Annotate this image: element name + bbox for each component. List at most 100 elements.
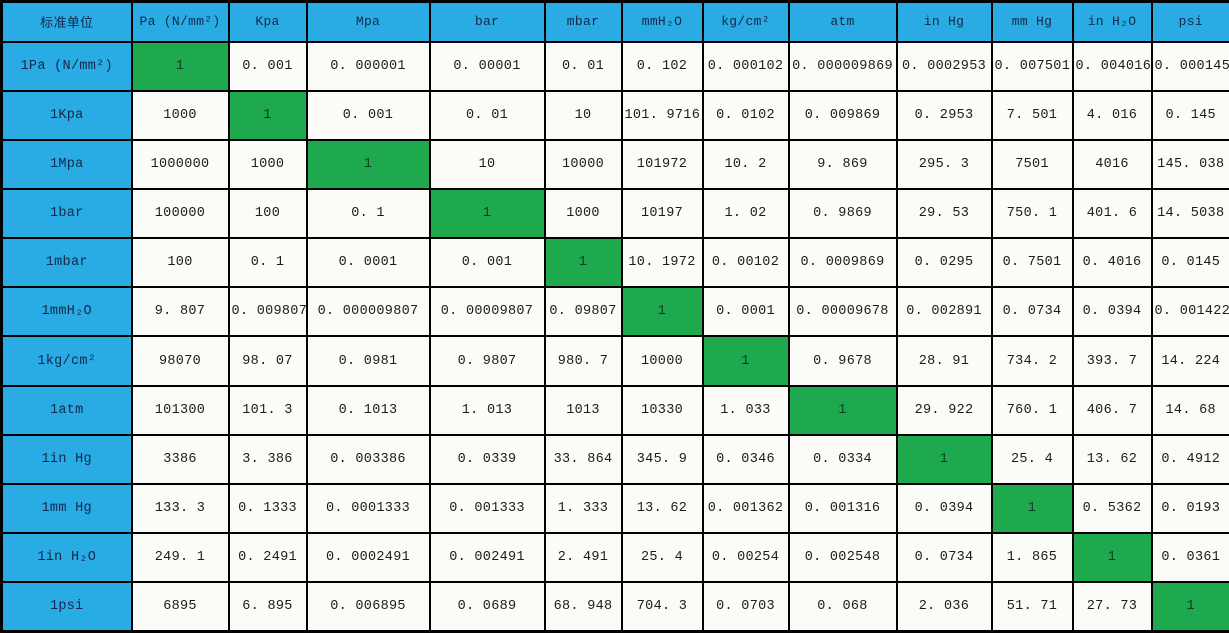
value-cell: 0. 4016 (1071, 237, 1153, 289)
value-cell: 0. 9678 (787, 335, 898, 387)
value-cell: 0. 0002491 (305, 532, 431, 584)
table-row: 1in H₂O 249. 1 0. 2491 0. 0002491 0. 002491 2… (0, 532, 1229, 584)
value-cell: 1000000 (130, 138, 230, 190)
value-cell: 0. 001422 (1150, 286, 1229, 338)
value-cell: 750. 1 (990, 187, 1074, 240)
value-cell: 760. 1 (990, 384, 1074, 436)
value-cell: 0. 01 (543, 40, 623, 92)
value-cell: 98. 07 (227, 335, 308, 387)
value-cell: 0. 9807 (428, 335, 546, 387)
value-cell: 0. 0001333 (305, 482, 431, 535)
column-header-cell: bar (428, 0, 546, 43)
value-cell: 6895 (130, 581, 230, 633)
value-cell: 0. 0339 (428, 433, 546, 485)
value-cell: 0. 7501 (990, 237, 1074, 289)
value-cell: 0. 007501 (990, 40, 1074, 92)
value-cell: 68. 948 (543, 581, 623, 633)
value-cell: 98070 (130, 335, 230, 387)
diagonal-value-cell: 1 (305, 138, 431, 190)
value-cell: 13. 62 (620, 482, 704, 535)
value-cell: 0. 0002953 (895, 40, 993, 92)
value-cell: 980. 7 (543, 335, 623, 387)
value-cell: 734. 2 (990, 335, 1074, 387)
diagonal-value-cell: 1 (787, 384, 898, 436)
value-cell: 406. 7 (1071, 384, 1153, 436)
value-cell: 0. 009869 (787, 89, 898, 141)
value-cell: 0. 000145 (1150, 40, 1229, 92)
value-cell: 0. 00001 (428, 40, 546, 92)
value-cell: 0. 004016 (1071, 40, 1153, 92)
column-header-cell: psi (1150, 0, 1229, 43)
column-header-cell: in Hg (895, 0, 993, 43)
value-cell: 0. 000009807 (305, 286, 431, 338)
value-cell: 0. 0009869 (787, 237, 898, 289)
value-cell: 1000 (227, 138, 308, 190)
value-cell: 0. 001 (227, 40, 308, 92)
value-cell: 14. 5038 (1150, 187, 1229, 240)
value-cell: 10197 (620, 187, 704, 240)
value-cell: 6. 895 (227, 581, 308, 633)
value-cell: 0. 000009869 (787, 40, 898, 92)
value-cell: 9. 807 (130, 286, 230, 338)
value-cell: 4. 016 (1071, 89, 1153, 141)
value-cell: 0. 0001 (305, 237, 431, 289)
value-cell: 10000 (620, 335, 704, 387)
diagonal-value-cell: 1 (990, 482, 1074, 535)
value-cell: 10 (543, 89, 623, 141)
diagonal-value-cell: 1 (701, 335, 790, 387)
value-cell: 1013 (543, 384, 623, 436)
diagonal-value-cell: 1 (1150, 581, 1229, 633)
row-label-cell: 1in H₂O (0, 532, 133, 584)
value-cell: 0. 0981 (305, 335, 431, 387)
value-cell: 0. 0145 (1150, 237, 1229, 289)
table-row: 1Pa (N/mm²) 1 0. 001 0. 000001 0. 00001 0. 01… (0, 40, 1229, 92)
row-label-cell: 1mbar (0, 237, 133, 289)
diagonal-value-cell: 1 (227, 89, 308, 141)
diagonal-value-cell: 1 (130, 40, 230, 92)
column-header-cell: Mpa (305, 0, 431, 43)
table-row: 1bar 100000 100 0. 1 1 1000 10197 1. 02 0. 9869 2… (0, 187, 1229, 240)
value-cell: 101. 3 (227, 384, 308, 436)
value-cell: 10 (428, 138, 546, 190)
row-label-cell: 1kg/cm² (0, 335, 133, 387)
corner-header-cell: 标准单位 (0, 0, 133, 43)
value-cell: 0. 2491 (227, 532, 308, 584)
value-cell: 0. 145 (1150, 89, 1229, 141)
diagonal-value-cell: 1 (428, 187, 546, 240)
value-cell: 0. 009807 (227, 286, 308, 338)
value-cell: 51. 71 (990, 581, 1074, 633)
column-header-cell: atm (787, 0, 898, 43)
value-cell: 10330 (620, 384, 704, 436)
value-cell: 133. 3 (130, 482, 230, 535)
value-cell: 25. 4 (620, 532, 704, 584)
table-row: 1psi 6895 6. 895 0. 006895 0. 0689 68. 948 704… (0, 581, 1229, 633)
value-cell: 0. 00009807 (428, 286, 546, 338)
table-row: 1mmH₂O 9. 807 0. 009807 0. 000009807 0. 0000… (0, 286, 1229, 338)
value-cell: 401. 6 (1071, 187, 1153, 240)
row-label-cell: 1bar (0, 187, 133, 240)
row-label-cell: 1psi (0, 581, 133, 633)
value-cell: 4016 (1071, 138, 1153, 190)
value-cell: 393. 7 (1071, 335, 1153, 387)
row-label-cell: 1atm (0, 384, 133, 436)
value-cell: 1. 333 (543, 482, 623, 535)
column-header-cell: mbar (543, 0, 623, 43)
table-row: 1kg/cm² 98070 98. 07 0. 0981 0. 9807 980. 7 10… (0, 335, 1229, 387)
table-row: 1mbar 100 0. 1 0. 0001 0. 001 1 10. 1972 0. 001… (0, 237, 1229, 289)
value-cell: 0. 0394 (895, 482, 993, 535)
value-cell: 0. 001333 (428, 482, 546, 535)
value-cell: 0. 0295 (895, 237, 993, 289)
value-cell: 0. 003386 (305, 433, 431, 485)
table-body: 1Pa (N/mm²) 1 0. 001 0. 000001 0. 00001 0. 01… (0, 40, 1229, 633)
value-cell: 145. 038 (1150, 138, 1229, 190)
column-header-cell: Kpa (227, 0, 308, 43)
table-row: 1in Hg 3386 3. 386 0. 003386 0. 0339 33. 864 3… (0, 433, 1229, 485)
value-cell: 0. 9869 (787, 187, 898, 240)
value-cell: 0. 002891 (895, 286, 993, 338)
diagonal-value-cell: 1 (543, 237, 623, 289)
value-cell: 10. 2 (701, 138, 790, 190)
value-cell: 0. 0703 (701, 581, 790, 633)
value-cell: 249. 1 (130, 532, 230, 584)
